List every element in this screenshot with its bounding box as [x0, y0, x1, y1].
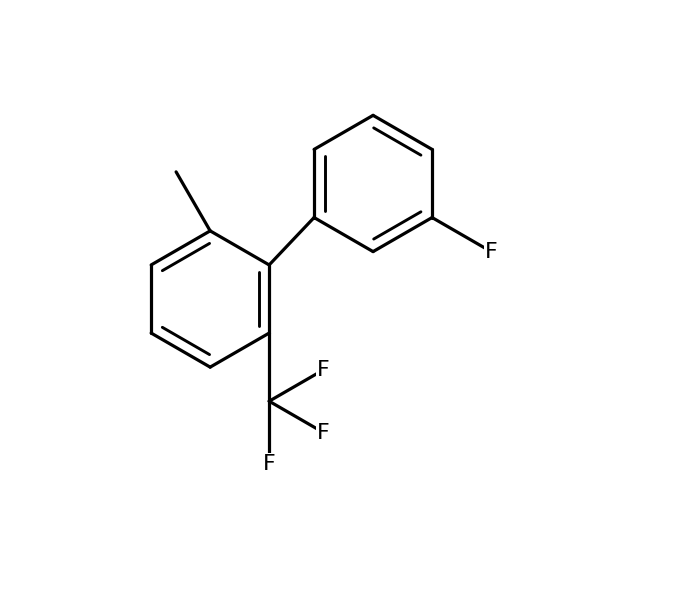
Text: F: F	[485, 242, 497, 261]
Text: F: F	[263, 454, 276, 474]
Text: F: F	[317, 423, 330, 443]
Text: F: F	[317, 360, 330, 380]
